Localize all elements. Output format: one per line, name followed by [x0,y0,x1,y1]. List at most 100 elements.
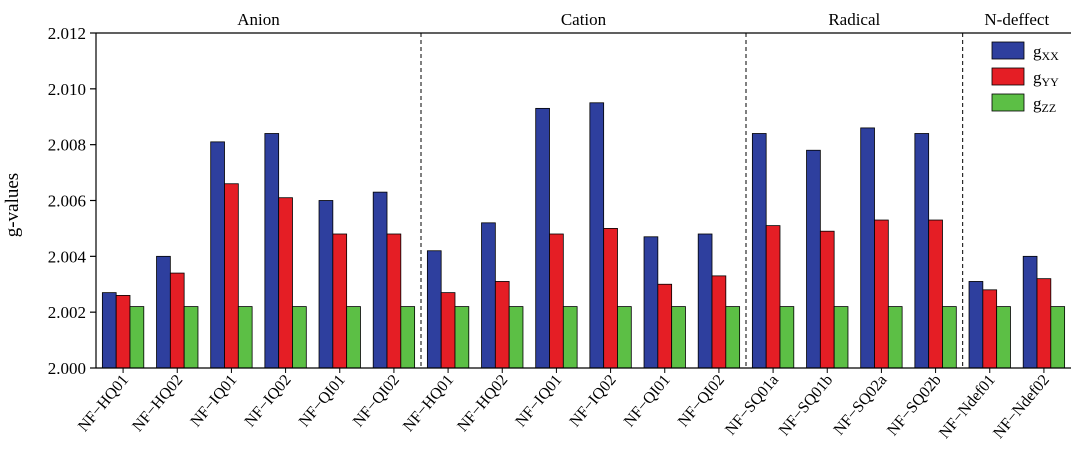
x-tick-label-6: NF−QI02 [350,372,403,431]
y-axis-title: g-values [2,173,23,237]
y-tick-label-2: 2.002 [48,303,86,322]
bar-xx-18 [1022,255,1038,369]
bar-zz-3 [237,306,253,369]
bar-zz-10 [617,306,632,369]
bar-yy-11 [657,283,673,369]
bar-xx-12 [697,233,713,369]
x-tick-label-14: NF−SQ01b [776,372,837,440]
bar-zz-17 [996,306,1011,369]
legend-label-base: g [1033,68,1042,87]
bar-zz-6 [400,306,416,369]
x-tick-label-13: NF−SQ01a [722,372,782,439]
x-tick-label-5: NF−QI01 [296,372,349,431]
bar-yy-2 [169,272,185,369]
x-tick-label-11: NF−QI01 [621,372,674,431]
bar-yy-10 [603,228,618,369]
bars-layer [101,102,1066,369]
bar-zz-12 [725,306,741,369]
bar-yy-7 [440,292,456,369]
legend-swatch-xx [991,41,1025,60]
group-label-3: Radical [828,10,880,29]
group-label-1: Anion [237,10,280,29]
bar-yy-5 [332,233,348,369]
bar-zz-4 [292,306,307,369]
bar-xx-11 [643,236,659,369]
legend-label-subscript: ZZ [1042,101,1057,115]
bar-xx-8 [481,222,496,369]
group-labels: Anion Cation Radical N-deffect [237,10,1049,29]
legend-label-zz: gZZ [1033,94,1056,115]
x-tick-label-15: NF−SQ02a [830,372,890,439]
bar-zz-11 [671,306,686,369]
x-tick-label-9: NF−IQ01 [512,372,565,431]
bar-zz-18 [1050,306,1066,369]
x-tick-label-16: NF−SQ02b [884,372,945,440]
bar-yy-14 [819,230,835,369]
legend-label-base: g [1033,94,1042,113]
y-tick-label-3: 2.004 [48,247,87,266]
y-tick-label-7: 2.012 [48,24,86,43]
x-tick-label-1: NF−HQ01 [75,372,132,435]
bar-xx-3 [210,141,225,369]
bar-xx-16 [914,133,930,369]
bar-zz-13 [779,306,795,369]
x-tick-label-12: NF−QI02 [675,372,728,431]
bar-zz-14 [833,306,849,369]
bar-yy-3 [224,183,239,369]
group-label-2: Cation [561,10,607,29]
bar-yy-1 [115,295,131,369]
bar-xx-2 [156,255,171,369]
bar-zz-8 [508,306,524,369]
bar-xx-10 [589,102,605,369]
bar-zz-1 [129,306,145,369]
x-tick-label-18: NF−Ndef02 [990,372,1053,442]
legend-label-xx: gXX [1033,42,1059,63]
legend-label-subscript: XX [1042,49,1060,63]
bar-xx-9 [535,107,550,369]
bar-yy-9 [549,233,564,369]
bar-xx-6 [372,191,388,369]
x-tick-label-8: NF−HQ02 [454,372,511,435]
x-tick-label-2: NF−HQ02 [129,372,186,435]
bar-yy-16 [928,219,943,369]
x-tick-label-10: NF−IQ02 [567,372,620,431]
bar-yy-12 [711,275,727,369]
legend-label-yy: gYY [1033,68,1059,89]
bar-yy-8 [494,281,510,369]
bar-yy-18 [1036,278,1052,369]
bar-xx-13 [751,133,767,369]
bar-zz-5 [346,306,361,369]
bar-xx-4 [264,133,280,369]
bar-xx-5 [318,200,334,369]
bar-yy-15 [874,219,889,369]
bar-zz-9 [562,306,578,369]
bar-yy-17 [982,289,998,369]
bar-zz-15 [887,306,903,369]
y-tick-label-1: 2.000 [48,359,86,378]
bar-xx-1 [101,292,117,369]
bar-zz-2 [183,306,199,369]
bar-xx-14 [806,149,821,369]
bar-yy-13 [765,225,781,369]
legend-label-subscript: YY [1042,75,1060,89]
legend-swatch-yy [991,67,1025,86]
bar-yy-6 [386,233,402,369]
y-tick-label-5: 2.008 [48,136,86,155]
bar-zz-7 [454,306,470,369]
y-tick-label-6: 2.010 [48,80,86,99]
bar-xx-7 [426,250,442,369]
group-label-4: N-deffect [984,10,1049,29]
axes-layer: 2.000 2.002 2.004 2.006 2.008 2.010 2.012 [48,24,1071,378]
legend-label-base: g [1033,42,1042,61]
x-tick-label-4: NF−IQ02 [242,372,295,431]
y-tick-label-4: 2.006 [48,192,86,211]
bar-yy-4 [278,197,293,369]
legend-swatch-zz [991,93,1025,112]
bar-xx-15 [860,127,875,369]
bar-zz-16 [942,306,957,369]
x-tick-label-7: NF−HQ01 [400,372,457,435]
bar-xx-17 [968,281,984,369]
